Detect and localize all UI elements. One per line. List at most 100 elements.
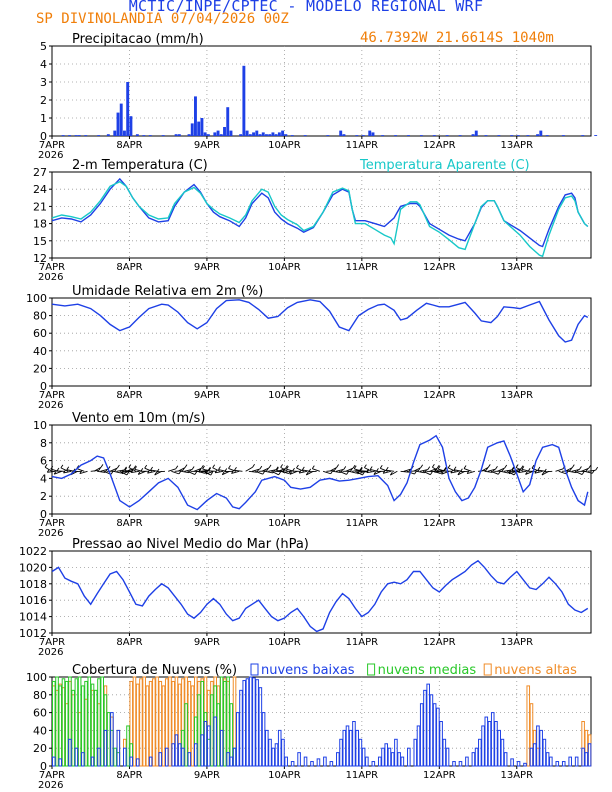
cloud-bar (419, 703, 424, 767)
wind-barb (422, 470, 431, 476)
wind-barb-tick (379, 465, 383, 469)
wind-barb (245, 466, 253, 472)
cloud-bar (226, 752, 230, 767)
precip-bar (123, 130, 126, 136)
pressure-date-label: 13APR (500, 637, 533, 648)
cloud-bar (248, 676, 253, 767)
precip-bar (161, 135, 165, 136)
wind-barb-tick (301, 466, 305, 471)
wind-barb (251, 468, 260, 472)
precip-bar (419, 135, 423, 136)
wind-barb-tick (364, 464, 367, 468)
cloud-bar (87, 676, 92, 767)
wind-barb-tick (221, 471, 225, 475)
pressure-ytick-label: 1012 (19, 627, 47, 640)
wind-barb (558, 470, 567, 475)
wind-barb-tick (366, 469, 370, 473)
wind-barb-tick (126, 471, 130, 476)
wind-barb-tick (191, 466, 195, 470)
wind-barb (215, 470, 224, 474)
wind-barb (63, 470, 72, 474)
cloud-bar (90, 683, 95, 767)
wind-barb (487, 468, 496, 472)
rh-date-label: 8APR (116, 390, 142, 401)
cloud-bar (371, 761, 376, 767)
precip-bar (594, 135, 598, 136)
wind-barb (248, 470, 257, 473)
wind-barb-tick (362, 471, 365, 476)
precip-bar (229, 130, 233, 136)
wind-barb-tick (389, 471, 393, 476)
wind-barb-tick (443, 467, 447, 472)
cloud-bar (297, 752, 301, 767)
cloud-bar (526, 685, 531, 767)
wind-barb (339, 470, 347, 475)
wind-barb-tick (134, 466, 137, 470)
wind-barb (54, 470, 62, 475)
temp-legend-label: Temperatura Aparente (C) (359, 158, 530, 173)
wind-barb-tick (581, 471, 585, 475)
pressure-ytick-label: 1018 (19, 578, 47, 591)
cloud-bar (81, 752, 85, 767)
wind-barb (308, 470, 317, 473)
rh-ytick-label: 60 (33, 327, 47, 340)
wind-barb (571, 469, 580, 472)
cloud-bar (426, 683, 430, 767)
cloud-bar (258, 687, 263, 767)
cloud-bar (200, 734, 205, 767)
cloud-bar (352, 721, 356, 767)
wind-barb-tick (497, 471, 501, 475)
wind-barb (584, 470, 593, 474)
cloud-bar (168, 676, 172, 767)
rh-frame (51, 297, 592, 387)
wind-barb (416, 470, 425, 474)
clouds-date-label: 8APR (116, 770, 142, 781)
temp-ytick-label: 24 (33, 183, 47, 196)
cloud-bar (429, 694, 434, 767)
wind-date-label: 7APR (39, 518, 65, 529)
precip-date-label: 12APR (423, 140, 456, 151)
wind-barb-tick (311, 465, 315, 469)
wind-barb-tick (441, 470, 444, 475)
precip-bar (361, 135, 365, 136)
wind-barb-tick (373, 471, 377, 475)
wind-barb (419, 469, 428, 472)
cloud-bar (58, 685, 63, 767)
cloud-bar (339, 738, 343, 767)
cloud-bar (397, 752, 401, 767)
cloud-bar (387, 747, 392, 767)
precip-bar (474, 130, 478, 136)
precip-bar (203, 132, 207, 136)
wind-barb (131, 470, 140, 473)
cloud-bar (213, 716, 217, 767)
temp-date-label: 10APR (268, 262, 301, 273)
cloud-bar (384, 743, 389, 767)
wind-barb (168, 468, 176, 472)
wind-barb-tick (100, 464, 104, 468)
cloud-bar (132, 676, 137, 767)
wind-barb-tick (292, 467, 295, 472)
cloud-bar (93, 689, 98, 767)
cloud-bar (181, 747, 185, 767)
cloud-bar (55, 676, 59, 767)
precip-frame (51, 45, 592, 137)
wind-barb (413, 467, 421, 472)
cloud-bar (187, 752, 192, 767)
wind-barb-tick (511, 466, 515, 471)
wind-barb (109, 467, 118, 472)
cloud-bar (152, 678, 156, 767)
precip-bar (268, 134, 272, 136)
precip-bar (497, 135, 501, 136)
wind-barb-tick (110, 471, 114, 475)
precip-date-label: 7APR (39, 140, 65, 151)
cloud-bar (110, 712, 114, 767)
wind-barb-tick (259, 465, 263, 470)
wind-barb (177, 467, 186, 472)
wind-barb-tick (450, 469, 454, 474)
wind-barb-tick (296, 464, 299, 469)
wind-barb (587, 469, 596, 472)
wind-barb (299, 470, 308, 474)
clouds-ytick-label: 40 (33, 724, 47, 737)
precip-bar (148, 135, 152, 136)
wind-barb (544, 470, 553, 473)
